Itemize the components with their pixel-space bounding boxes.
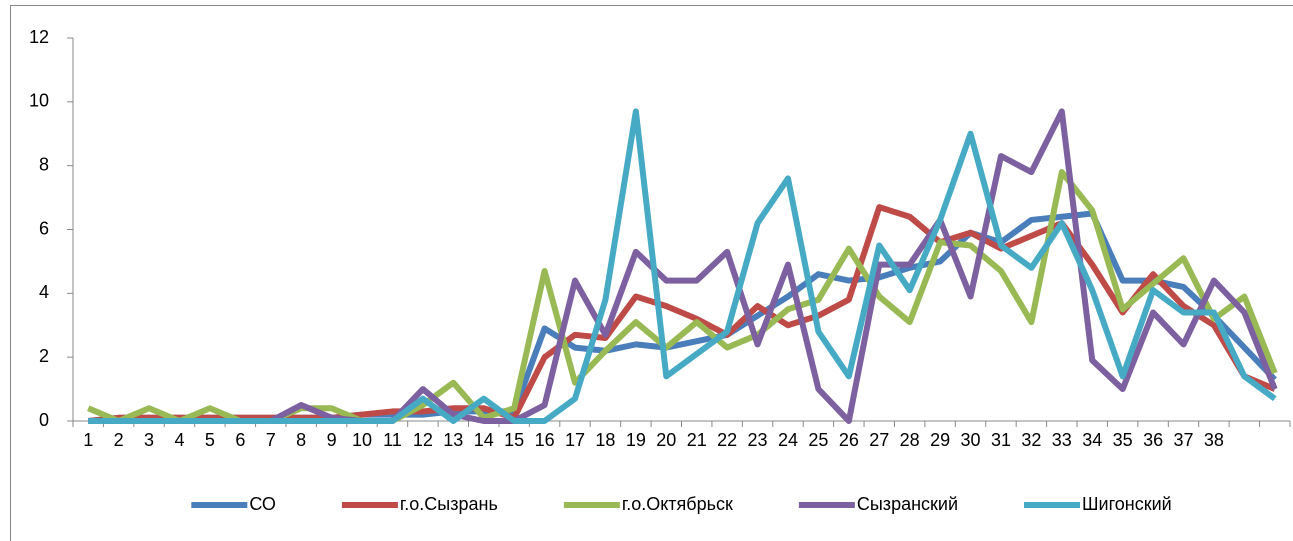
legend-label: г.о.Сызрань xyxy=(400,494,498,514)
legend-label: СО xyxy=(249,494,276,514)
series-line xyxy=(88,108,1278,424)
x-tick-label: 24 xyxy=(778,430,798,450)
x-tick-label: 16 xyxy=(535,430,555,450)
x-tick-label: 29 xyxy=(930,430,950,450)
x-tick-label: 38 xyxy=(1204,430,1224,450)
x-tick-label: 21 xyxy=(687,430,707,450)
x-tick-label: 8 xyxy=(296,430,306,450)
legend-label: Сызранский xyxy=(857,494,958,514)
x-tick-label: 2 xyxy=(114,430,124,450)
x-tick-label: 4 xyxy=(174,430,184,450)
y-tick-label: 6 xyxy=(39,218,49,238)
y-tick-label: 2 xyxy=(39,346,49,366)
legend-label: г.о.Октябрьск xyxy=(622,494,733,514)
x-tick-label: 12 xyxy=(413,430,433,450)
x-tick-label: 10 xyxy=(352,430,372,450)
x-tick-label: 20 xyxy=(656,430,676,450)
x-tick-label: 34 xyxy=(1082,430,1102,450)
x-tick-label: 23 xyxy=(748,430,768,450)
x-tick-label: 7 xyxy=(266,430,276,450)
y-tick-label: 0 xyxy=(39,410,49,430)
y-tick-label: 4 xyxy=(39,282,49,302)
x-tick-label: 25 xyxy=(808,430,828,450)
x-tick-label: 30 xyxy=(961,430,981,450)
x-tick-label: 3 xyxy=(144,430,154,450)
y-tick-label: 12 xyxy=(29,27,49,47)
legend-label: Шигонский xyxy=(1082,494,1172,514)
x-tick-label: 14 xyxy=(474,430,494,450)
x-tick-label: 15 xyxy=(504,430,524,450)
x-tick-label: 37 xyxy=(1173,430,1193,450)
x-tick-label: 33 xyxy=(1052,430,1072,450)
y-tick-label: 10 xyxy=(29,91,49,111)
x-tick-label: 31 xyxy=(991,430,1011,450)
x-tick-label: 27 xyxy=(869,430,889,450)
series-line xyxy=(88,108,1277,424)
x-tick-label: 6 xyxy=(235,430,245,450)
x-tick-label: 35 xyxy=(1113,430,1133,450)
x-tick-label: 26 xyxy=(839,430,859,450)
x-tick-label: 9 xyxy=(327,430,337,450)
x-tick-label: 5 xyxy=(205,430,215,450)
x-tick-label: 19 xyxy=(626,430,646,450)
y-tick-label: 8 xyxy=(39,154,49,174)
x-tick-label: 36 xyxy=(1143,430,1163,450)
x-tick-label: 13 xyxy=(443,430,463,450)
x-tick-label: 18 xyxy=(595,430,615,450)
x-tick-label: 11 xyxy=(383,430,402,450)
x-tick-label: 28 xyxy=(900,430,920,450)
x-tick-label: 22 xyxy=(717,430,737,450)
x-tick-label: 17 xyxy=(565,430,585,450)
x-tick-label: 32 xyxy=(1021,430,1041,450)
x-tick-label: 1 xyxy=(83,430,93,450)
